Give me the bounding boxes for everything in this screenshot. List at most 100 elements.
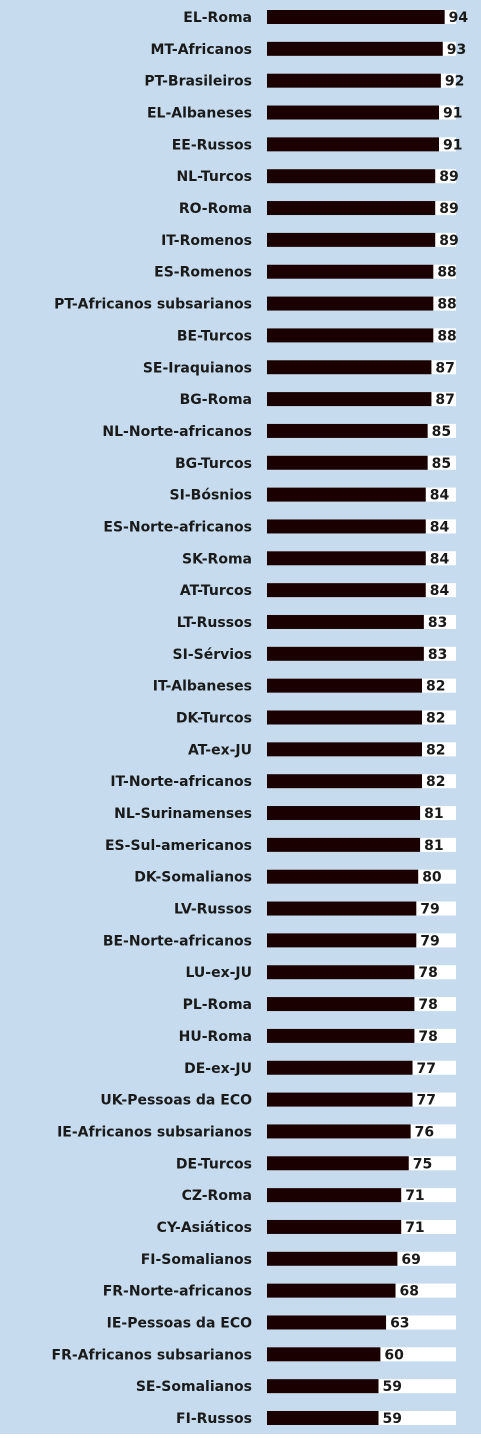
value-label: 84	[430, 583, 450, 599]
category-label: DE-Turcos	[176, 1156, 252, 1172]
bar	[267, 678, 422, 693]
bar	[267, 646, 424, 661]
bar	[267, 105, 439, 120]
bar	[267, 487, 426, 502]
category-label: SE-Somalianos	[136, 1379, 252, 1395]
category-label: IE-Africanos subsarianos	[57, 1124, 252, 1140]
bar	[267, 328, 434, 343]
value-label: 76	[415, 1124, 434, 1140]
bar	[267, 551, 426, 566]
category-label: NL-Surinamenses	[114, 806, 252, 822]
category-label: DK-Turcos	[176, 711, 252, 727]
category-label: SI-Bósnios	[170, 488, 252, 504]
bar	[267, 1188, 402, 1203]
value-label: 84	[430, 519, 450, 535]
category-label: HU-Roma	[179, 1029, 252, 1045]
bar	[267, 169, 436, 184]
value-label: 83	[428, 615, 447, 631]
category-label: BG-Turcos	[175, 456, 252, 472]
bar	[267, 1315, 387, 1330]
value-label: 60	[384, 1347, 404, 1363]
value-label: 78	[418, 997, 437, 1013]
value-label: 89	[439, 233, 458, 249]
bar	[267, 232, 436, 247]
bar	[267, 1411, 379, 1425]
value-label: 91	[443, 137, 462, 153]
bar	[267, 869, 419, 884]
bar	[267, 742, 422, 757]
bar	[267, 137, 439, 152]
value-label: 59	[383, 1379, 402, 1395]
bar	[267, 10, 445, 24]
value-label: 88	[437, 328, 456, 344]
category-label: BG-Roma	[180, 392, 252, 408]
value-label: 92	[445, 74, 464, 90]
bar	[267, 583, 426, 598]
value-label: 89	[439, 169, 458, 185]
value-label: 83	[428, 647, 447, 663]
category-label: LU-ex-JU	[185, 965, 252, 981]
category-label: DE-ex-JU	[184, 1061, 252, 1077]
value-label: 71	[405, 1220, 424, 1236]
value-label: 71	[405, 1188, 424, 1204]
bar	[267, 837, 421, 852]
category-label: IT-Romenos	[161, 233, 252, 249]
category-label: NL-Turcos	[176, 169, 252, 185]
category-label: SI-Sérvios	[173, 647, 252, 663]
category-label: CZ-Roma	[182, 1188, 252, 1204]
category-label: FI-Russos	[176, 1411, 252, 1427]
value-label: 63	[390, 1315, 409, 1331]
category-label: IE-Pessoas da ECO	[107, 1315, 252, 1331]
value-label: 78	[418, 965, 437, 981]
value-label: 68	[400, 1284, 419, 1300]
bar	[267, 1347, 381, 1362]
category-label: SE-Iraquianos	[143, 360, 252, 376]
bar	[267, 392, 432, 407]
value-label: 82	[426, 679, 445, 695]
bar	[267, 806, 421, 821]
value-label: 82	[426, 711, 445, 727]
category-label: CY-Asiáticos	[157, 1220, 252, 1236]
bar	[267, 1092, 413, 1107]
category-label: RO-Roma	[179, 201, 252, 217]
value-label: 59	[383, 1411, 402, 1427]
value-label: 77	[417, 1061, 436, 1077]
bar	[267, 1156, 409, 1171]
value-label: 82	[426, 742, 445, 758]
value-label: 87	[435, 360, 454, 376]
value-label: 85	[432, 456, 451, 472]
category-label: PT-Africanos subsarianos	[54, 297, 252, 313]
bar	[267, 1219, 402, 1234]
bar	[267, 1251, 398, 1266]
value-label: 87	[435, 392, 454, 408]
category-label: FI-Somalianos	[141, 1252, 252, 1268]
bar	[267, 1283, 396, 1298]
category-label: EL-Roma	[183, 10, 252, 26]
value-label: 79	[420, 902, 439, 918]
category-label: ES-Romenos	[154, 265, 252, 281]
value-label: 81	[424, 806, 443, 822]
bar	[267, 73, 441, 88]
category-label: PL-Roma	[183, 997, 252, 1013]
value-label: 75	[413, 1156, 432, 1172]
bar	[267, 965, 415, 980]
bar	[267, 1028, 415, 1043]
bar	[267, 774, 422, 789]
category-label: MT-Africanos	[150, 42, 252, 58]
category-label: EL-Albaneses	[147, 106, 252, 122]
category-label: LT-Russos	[177, 615, 252, 631]
category-label: AT-ex-JU	[188, 742, 252, 758]
category-label: FR-Africanos subsarianos	[52, 1347, 253, 1363]
value-label: 81	[424, 838, 443, 854]
bar	[267, 519, 426, 534]
category-label: ES-Sul-americanos	[105, 838, 252, 854]
value-label: 78	[418, 1029, 437, 1045]
bar	[267, 41, 443, 56]
category-label: FR-Norte-africanos	[103, 1284, 252, 1300]
value-label: 77	[417, 1093, 436, 1109]
category-label: DK-Somalianos	[134, 870, 252, 886]
value-label: 89	[439, 201, 458, 217]
value-label: 82	[426, 774, 445, 790]
category-label: ES-Norte-africanos	[103, 519, 252, 535]
